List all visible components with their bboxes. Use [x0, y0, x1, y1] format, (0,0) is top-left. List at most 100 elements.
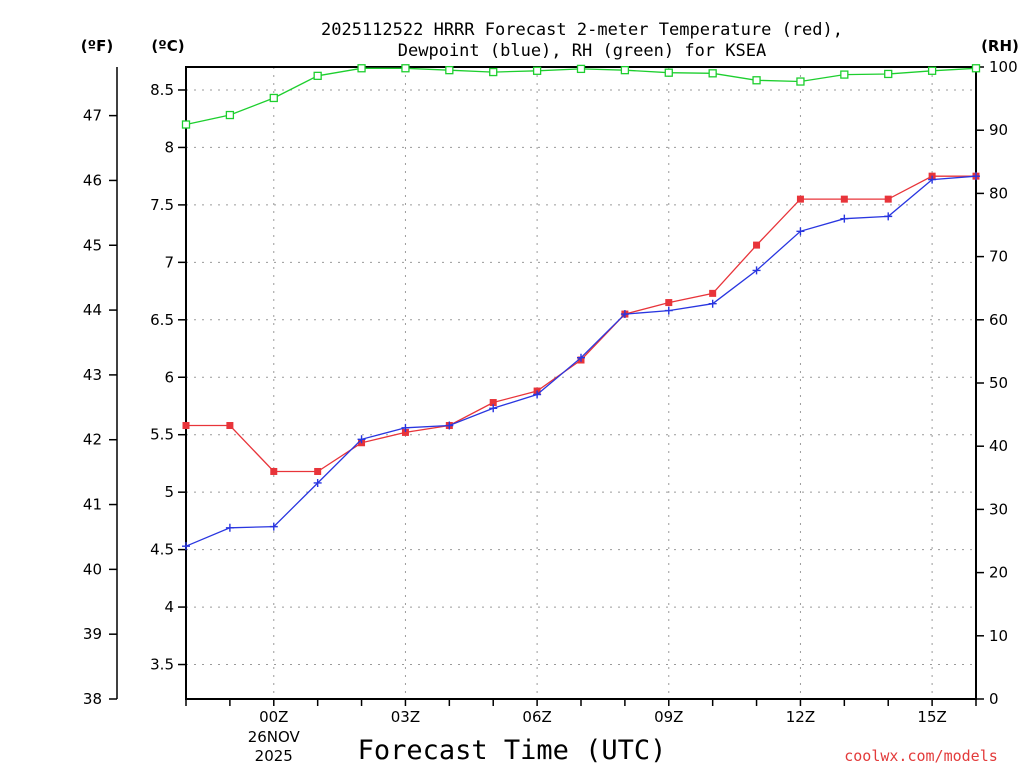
rh-point: [225, 110, 235, 120]
rh-point: [313, 71, 322, 80]
chart-title-line1: 2025112522 HRRR Forecast 2-meter Tempera…: [321, 20, 843, 40]
fahrenheit-tick-label: 39: [83, 625, 102, 643]
fahrenheit-tick-label: 41: [83, 496, 102, 514]
dewpoint-point: [269, 522, 278, 531]
axes: [109, 66, 984, 706]
fahrenheit-tick-label: 46: [83, 171, 102, 189]
rh-tick-label: 100: [989, 58, 1018, 76]
temperature-point: [226, 422, 234, 430]
rh-tick-label: 30: [989, 500, 1008, 518]
temperature-point: [665, 299, 673, 307]
temperature-point: [884, 195, 892, 203]
x-year-label: 2025: [255, 747, 293, 765]
x-tick-label: 00Z: [259, 708, 288, 726]
rh-point: [576, 64, 586, 74]
temperature-point: [489, 399, 497, 407]
rh-tick-label: 10: [989, 627, 1008, 645]
rh-point: [884, 69, 893, 79]
fahrenheit-tick-label: 42: [83, 431, 102, 449]
temperature-point: [314, 467, 322, 475]
rh-tick-label: 50: [989, 374, 1008, 392]
fahrenheit-tick-label: 43: [83, 366, 102, 384]
dewpoint-point: [357, 435, 366, 444]
x-tick-label: 12Z: [786, 708, 815, 726]
dewpoint-point: [533, 390, 542, 399]
temperature-point: [182, 422, 190, 430]
x-date-label: 26NOV: [248, 728, 301, 746]
celsius-tick-label: 6: [164, 368, 174, 386]
fahrenheit-tick-label: 45: [83, 236, 102, 254]
dewpoint-point: [577, 353, 585, 362]
dewpoint-point: [401, 423, 410, 432]
x-axis-title: Forecast Time (UTC): [358, 735, 667, 766]
rh-line: [185, 67, 977, 126]
rh-point: [840, 70, 849, 79]
rh-tick-label: 20: [989, 564, 1008, 582]
dewpoint-point: [182, 542, 190, 551]
celsius-tick-label: 5: [164, 483, 174, 501]
celsius-tick-label: 6.5: [150, 311, 174, 329]
rh-point: [796, 77, 805, 86]
rh-point: [489, 67, 498, 77]
temperature-point: [796, 195, 804, 203]
celsius-tick-label: 3.5: [150, 656, 174, 674]
fahrenheit-tick-label: 47: [83, 107, 102, 125]
dewpoint-point: [225, 523, 234, 532]
rh-point: [269, 93, 278, 103]
fahrenheit-axis-unit: (ºF): [81, 37, 113, 55]
credit-text: coolwx.com/models: [844, 747, 998, 765]
rh-point: [927, 66, 937, 75]
celsius-axis-unit: (ºC): [151, 37, 184, 55]
celsius-tick-label: 7: [164, 253, 174, 271]
chart-title-line2: Dewpoint (blue), RH (green) for KSEA: [398, 41, 766, 61]
x-tick-label: 15Z: [917, 708, 946, 726]
dewpoint-point: [708, 299, 717, 308]
dewpoint-point: [972, 172, 980, 181]
temperature-point: [270, 467, 278, 475]
rh-point: [620, 66, 630, 75]
celsius-tick-label: 8.5: [150, 81, 174, 99]
dewpoint-point: [884, 212, 893, 221]
x-tick-label: 03Z: [391, 708, 420, 726]
rh-tick-label: 40: [989, 437, 1008, 455]
dewpoint-point: [445, 421, 454, 430]
dewpoint-point: [313, 478, 322, 487]
tick-labels: 38 39 40 41 42 43 44 45 46 47 3.5 4 4.5 5 5.5 6 6.5 7 7.5 8…: [83, 58, 1018, 765]
dewpoint-point: [796, 227, 805, 236]
temperature-point: [840, 195, 848, 203]
rh-point: [357, 64, 366, 73]
x-tick-label: 09Z: [654, 708, 683, 726]
fahrenheit-tick-label: 40: [83, 560, 102, 578]
dewpoint-point: [620, 310, 629, 319]
dewpoint-point: [664, 306, 673, 315]
fahrenheit-tick-label: 38: [83, 690, 102, 708]
celsius-tick-label: 5.5: [150, 426, 174, 444]
temperature-point: [753, 241, 761, 249]
rh-axis-unit: (RH): [981, 37, 1019, 55]
temperature-line: [186, 175, 976, 473]
dewpoint-point: [840, 214, 849, 223]
fahrenheit-tick-label: 44: [83, 301, 102, 319]
rh-tick-label: 90: [989, 121, 1008, 139]
rh-tick-label: 80: [989, 184, 1008, 202]
data-series: [181, 64, 981, 551]
temperature-point: [401, 428, 409, 436]
plot-frame: [185, 66, 977, 700]
gridlines: [186, 67, 976, 699]
dewpoint-point: [928, 175, 937, 184]
rh-point: [664, 68, 673, 77]
celsius-tick-label: 7.5: [150, 196, 174, 214]
rh-tick-label: 60: [989, 311, 1008, 329]
dewpoint-point: [752, 266, 761, 275]
dewpoint-point: [489, 404, 498, 413]
celsius-tick-label: 8: [164, 138, 174, 156]
celsius-tick-label: 4.5: [150, 541, 174, 559]
celsius-tick-label: 4: [164, 598, 174, 616]
x-tick-label: 06Z: [522, 708, 551, 726]
rh-point: [532, 66, 542, 75]
rh-point: [445, 66, 454, 75]
rh-tick-label: 70: [989, 248, 1008, 266]
rh-tick-label: 0: [989, 690, 999, 708]
rh-point: [708, 69, 717, 78]
